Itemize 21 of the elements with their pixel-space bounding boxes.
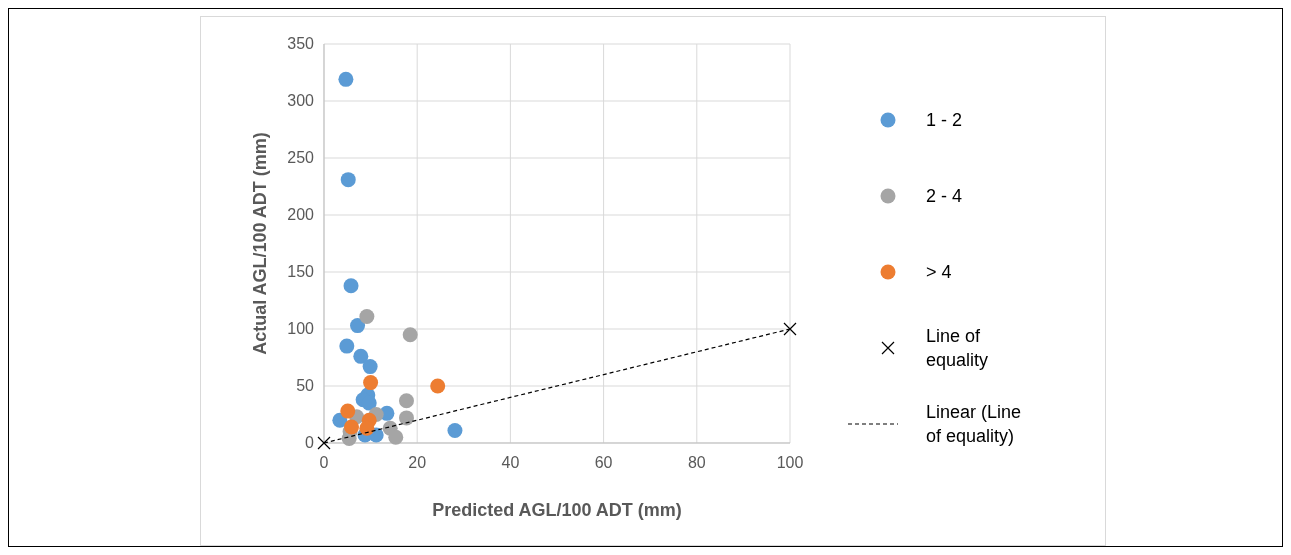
y-tick-label: 50 [296, 377, 315, 394]
legend-label: 2 - 4 [926, 186, 963, 206]
y-axis-title: Actual AGL/100 ADT (mm) [250, 132, 270, 355]
x-tick-label: 0 [319, 454, 329, 471]
legend-label: Linear (Line of equality) [926, 402, 1022, 446]
legend-label: Line of equality [926, 326, 989, 370]
x-tick-label: 60 [594, 454, 613, 471]
x-tick-label: 100 [776, 454, 804, 471]
x-tick-label: 20 [408, 454, 427, 471]
y-tick-label: 350 [287, 35, 315, 52]
x-tick-label: 40 [501, 454, 520, 471]
y-tick-label: 0 [305, 434, 315, 451]
y-tick-label: 300 [287, 92, 315, 109]
legend-label: 1 - 2 [926, 110, 963, 130]
y-tick-label: 150 [287, 263, 315, 280]
legend-label: > 4 [926, 262, 952, 282]
x-tick-label: 80 [687, 454, 706, 471]
y-tick-label: 250 [287, 149, 315, 166]
y-tick-label: 100 [287, 320, 315, 337]
y-tick-label: 200 [287, 206, 315, 223]
x-axis-title: Predicted AGL/100 ADT (mm) [432, 500, 682, 520]
